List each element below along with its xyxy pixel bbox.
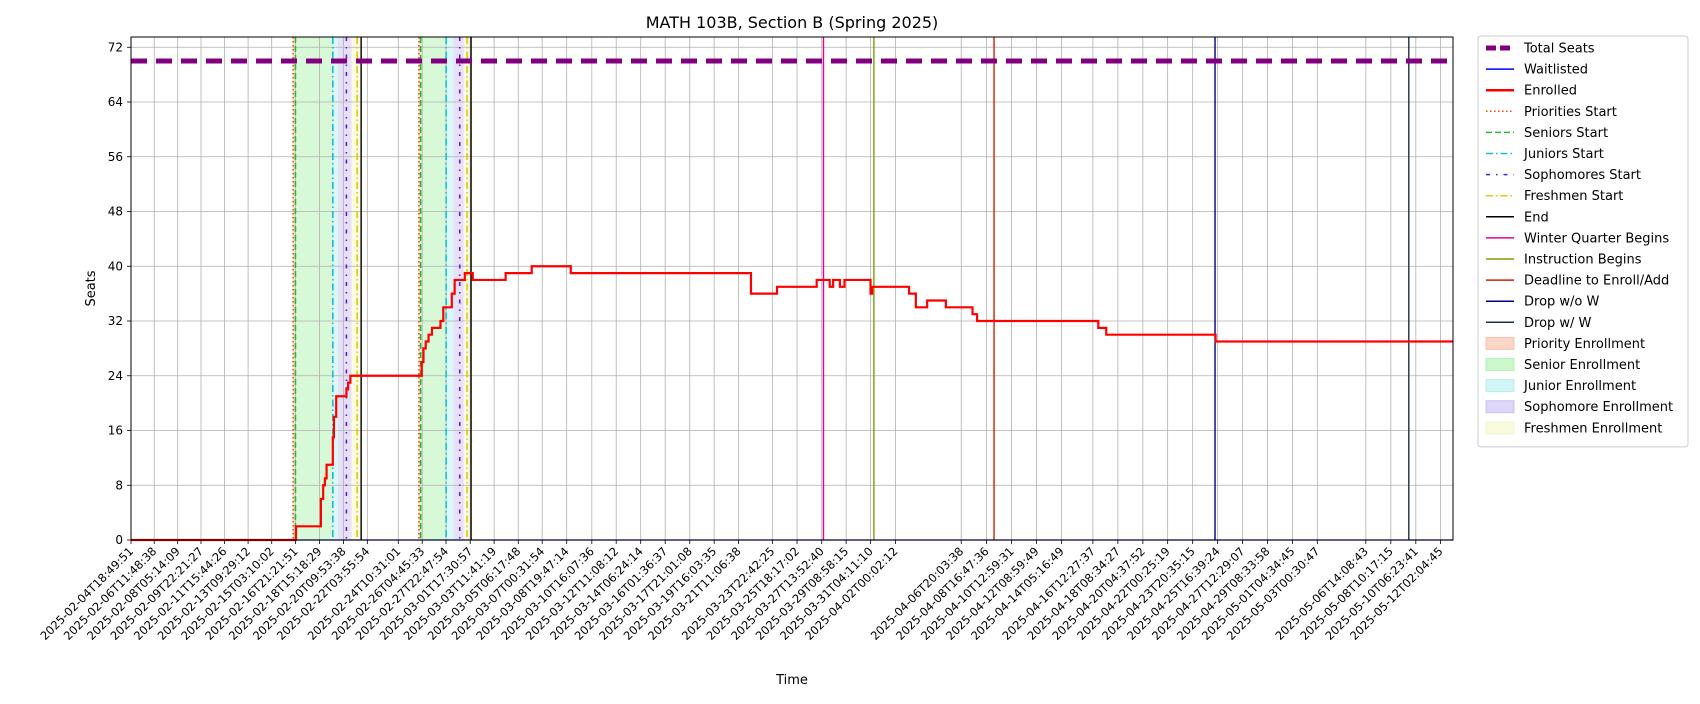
x-axis-ticks: 2025-02-04T18:49:512025-02-06T11:48:3820… xyxy=(37,540,1446,643)
legend-label-priority-enrollment: Priority Enrollment xyxy=(1524,337,1645,352)
legend-label-end: End xyxy=(1524,210,1549,225)
legend-label-enrolled: Enrolled xyxy=(1524,84,1577,99)
legend-label-juniors-start: Juniors Start xyxy=(1523,147,1604,162)
legend-label-freshmen-enrollment: Freshmen Enrollment xyxy=(1524,421,1662,436)
span-senior-enrollment xyxy=(295,37,333,540)
event-lines-layer xyxy=(292,37,1410,540)
y-tick-label: 16 xyxy=(108,424,123,438)
legend-label-sophomore-enrollment: Sophomore Enrollment xyxy=(1524,400,1673,415)
span-priority-enrollment xyxy=(293,37,296,540)
y-tick-label: 48 xyxy=(108,205,123,219)
y-tick-label: 40 xyxy=(108,259,123,273)
x-axis-label: Time xyxy=(775,673,808,688)
span-junior-enrollment xyxy=(446,37,454,540)
y-tick-label: 32 xyxy=(108,314,123,328)
legend-label-deadline-to-enroll-add: Deadline to Enroll/Add xyxy=(1524,274,1669,289)
legend-box xyxy=(1477,35,1689,448)
chart-title: MATH 103B, Section B (Spring 2025) xyxy=(646,13,939,32)
y-axis-ticks: 0 8 16 24 32 40 48 56 64 72 xyxy=(108,40,131,547)
y-tick-label: 72 xyxy=(108,40,123,54)
legend-swatch-freshmen-enrollment xyxy=(1485,421,1515,435)
legend-swatch-senior-enrollment xyxy=(1485,358,1515,371)
plot-frame xyxy=(130,36,1454,541)
legend-label-priorities-start: Priorities Start xyxy=(1524,105,1617,120)
legend-swatch-sophomore-enrollment xyxy=(1485,400,1515,414)
span-junior-enrollment xyxy=(332,37,338,540)
span-sophomore-enrollment xyxy=(453,37,464,540)
y-axis-label: Seats xyxy=(84,270,99,306)
y-tick-label: 0 xyxy=(115,533,123,547)
legend-label-instruction-begins: Instruction Begins xyxy=(1524,253,1642,268)
legend-label-junior-enrollment: Junior Enrollment xyxy=(1523,379,1636,394)
legend-label-total-seats: Total Seats xyxy=(1523,42,1595,57)
legend-label-drop-w-o-w: Drop w/o W xyxy=(1524,295,1600,310)
legend-label-sophomores-start: Sophomores Start xyxy=(1524,168,1641,183)
legend-label-waitlisted: Waitlisted xyxy=(1524,63,1588,78)
legend-swatch-junior-enrollment xyxy=(1485,379,1515,393)
series-enrolled xyxy=(131,265,1453,542)
legend-label-freshmen-start: Freshmen Start xyxy=(1524,189,1623,204)
spans-layer xyxy=(293,37,472,540)
legend-swatch-priority-enrollment xyxy=(1485,336,1515,350)
legend: Total Seats Waitlisted Enrolled Priorities … xyxy=(1477,35,1689,448)
span-priority-enrollment xyxy=(418,37,421,540)
legend-label-senior-enrollment: Senior Enrollment xyxy=(1524,358,1640,373)
legend-label-drop-w-w: Drop w/ W xyxy=(1524,316,1592,331)
y-tick-label: 8 xyxy=(115,478,123,492)
legend-label-winter-quarter-begins: Winter Quarter Begins xyxy=(1524,231,1669,246)
y-tick-label: 64 xyxy=(108,95,123,109)
legend-label-seniors-start: Seniors Start xyxy=(1524,126,1608,141)
y-tick-label: 24 xyxy=(108,369,123,383)
y-tick-label: 56 xyxy=(108,150,123,164)
span-sophomore-enrollment xyxy=(337,37,352,540)
span-senior-enrollment xyxy=(420,37,447,540)
span-freshmen-enrollment xyxy=(351,37,362,540)
